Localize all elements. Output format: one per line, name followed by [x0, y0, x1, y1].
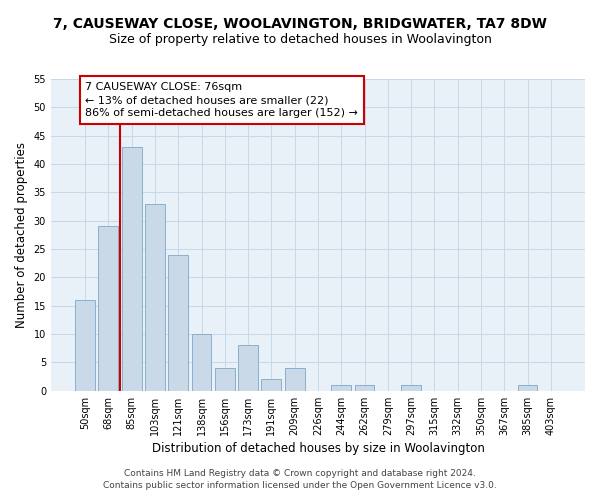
Bar — [238, 346, 258, 391]
Bar — [169, 255, 188, 391]
Bar — [75, 300, 95, 391]
X-axis label: Distribution of detached houses by size in Woolavington: Distribution of detached houses by size … — [152, 442, 484, 455]
Text: Contains HM Land Registry data © Crown copyright and database right 2024.
Contai: Contains HM Land Registry data © Crown c… — [103, 468, 497, 490]
Bar — [285, 368, 305, 391]
Bar — [215, 368, 235, 391]
Bar — [262, 380, 281, 391]
Bar — [518, 385, 538, 391]
Bar — [145, 204, 165, 391]
Bar — [331, 385, 351, 391]
Text: 7 CAUSEWAY CLOSE: 76sqm
← 13% of detached houses are smaller (22)
86% of semi-de: 7 CAUSEWAY CLOSE: 76sqm ← 13% of detache… — [85, 82, 358, 118]
Bar — [191, 334, 211, 391]
Bar — [122, 147, 142, 391]
Bar — [401, 385, 421, 391]
Bar — [355, 385, 374, 391]
Text: Size of property relative to detached houses in Woolavington: Size of property relative to detached ho… — [109, 32, 491, 46]
Text: 7, CAUSEWAY CLOSE, WOOLAVINGTON, BRIDGWATER, TA7 8DW: 7, CAUSEWAY CLOSE, WOOLAVINGTON, BRIDGWA… — [53, 18, 547, 32]
Bar — [98, 226, 118, 391]
Y-axis label: Number of detached properties: Number of detached properties — [15, 142, 28, 328]
